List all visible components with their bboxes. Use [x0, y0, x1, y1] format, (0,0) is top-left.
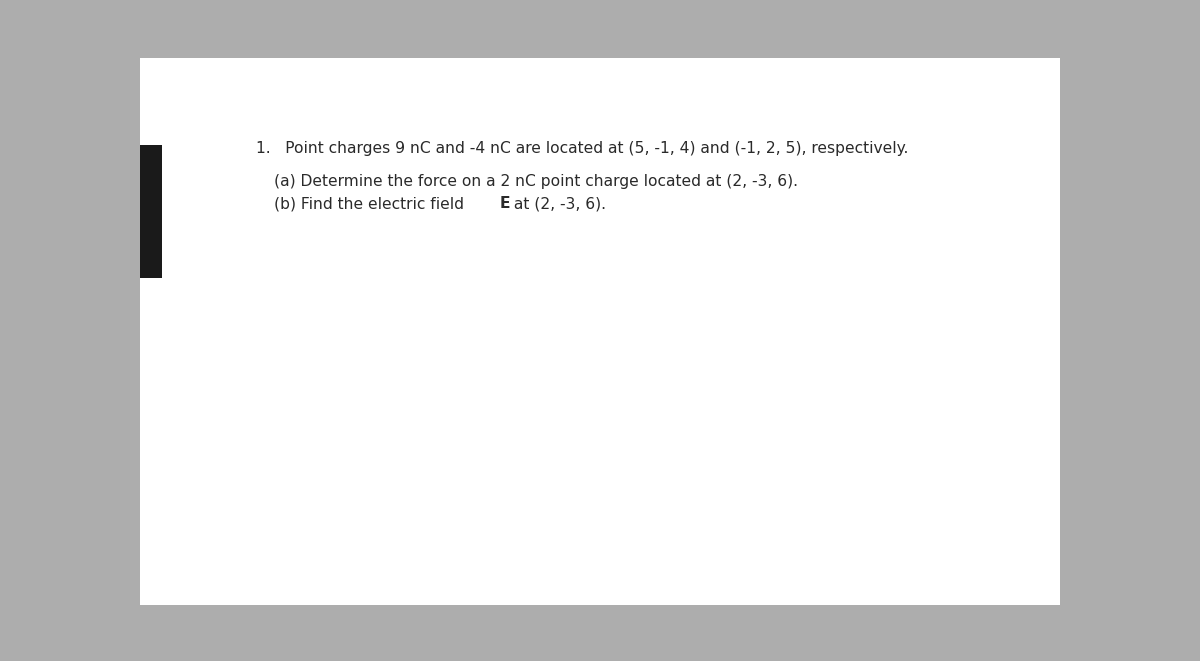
Text: (b) Find the electric field: (b) Find the electric field — [274, 196, 468, 211]
Text: 1.   Point charges 9 nC and -4 nC are located at (5, -1, 4) and (-1, 2, 5), resp: 1. Point charges 9 nC and -4 nC are loca… — [256, 141, 908, 156]
Text: E: E — [500, 196, 510, 211]
Text: (a) Determine the force on a 2 nC point charge located at (2, -3, 6).: (a) Determine the force on a 2 nC point … — [274, 175, 798, 189]
Text: at (2, -3, 6).: at (2, -3, 6). — [509, 196, 606, 211]
